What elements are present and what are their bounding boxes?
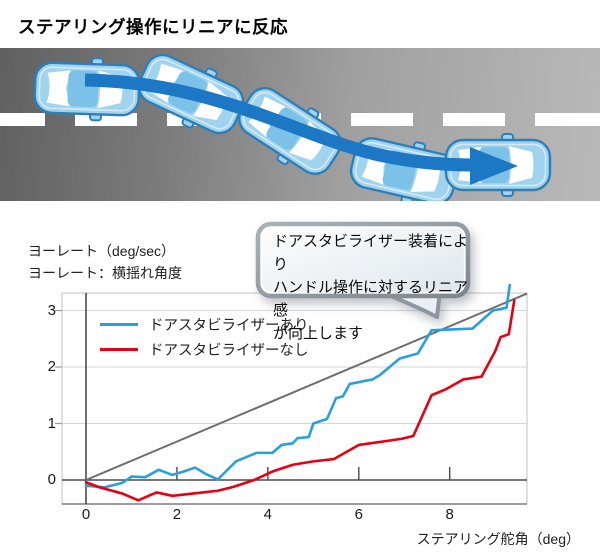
- legend-line-swatch: [100, 323, 138, 326]
- x-tick-label: 8: [445, 506, 454, 523]
- callout-line: が向上します: [273, 325, 364, 342]
- legend-line-swatch: [100, 348, 138, 351]
- road-illustration: [0, 48, 600, 201]
- series-line-0: [84, 283, 512, 489]
- legend-label: ドアスタビライザーあり: [149, 318, 309, 334]
- y-tick-label: 0: [47, 471, 56, 488]
- x-tick-label: 0: [81, 506, 91, 523]
- y-tick-label: 3: [47, 301, 56, 319]
- legend-item: ドアスタビライザーなし: [100, 337, 309, 362]
- lane-change-arrow-icon: [84, 73, 518, 185]
- chart-legend: ドアスタビライザーあり ドアスタビライザーなし: [100, 312, 309, 362]
- x-axis-title: ステアリング舵角（deg）: [416, 531, 580, 547]
- y-tick-label: 2: [47, 358, 56, 375]
- linear-reference-line: [85, 292, 528, 481]
- callout-line: ハンドル操作に対するリニア感: [273, 279, 469, 319]
- y-tick-label: 1: [47, 414, 56, 432]
- y-axis-title-line2: ヨーレート：横揺れ角度: [28, 265, 182, 281]
- y-axis-title: ヨーレート（deg/sec） ヨーレート：横揺れ角度: [28, 240, 182, 284]
- x-tick-label: 4: [263, 506, 273, 523]
- callout-text: ドアスタビライザー装着により ハンドル操作に対するリニア感 が向上します: [273, 230, 473, 345]
- x-tick-label: 2: [172, 506, 182, 523]
- page-title: ステアリング操作にリニアに反応: [18, 17, 288, 37]
- cars-lane-change-graphic: [32, 48, 552, 201]
- series-line-1: [84, 299, 516, 502]
- y-axis-title-line1: ヨーレート（deg/sec）: [28, 243, 176, 259]
- callout-line: ドアスタビライザー装着により: [273, 233, 469, 273]
- legend-item: ドアスタビライザーあり: [100, 312, 309, 337]
- legend-label: ドアスタビライザーなし: [149, 343, 309, 359]
- callout-bubble: [255, 221, 471, 319]
- x-tick-label: 6: [354, 506, 363, 523]
